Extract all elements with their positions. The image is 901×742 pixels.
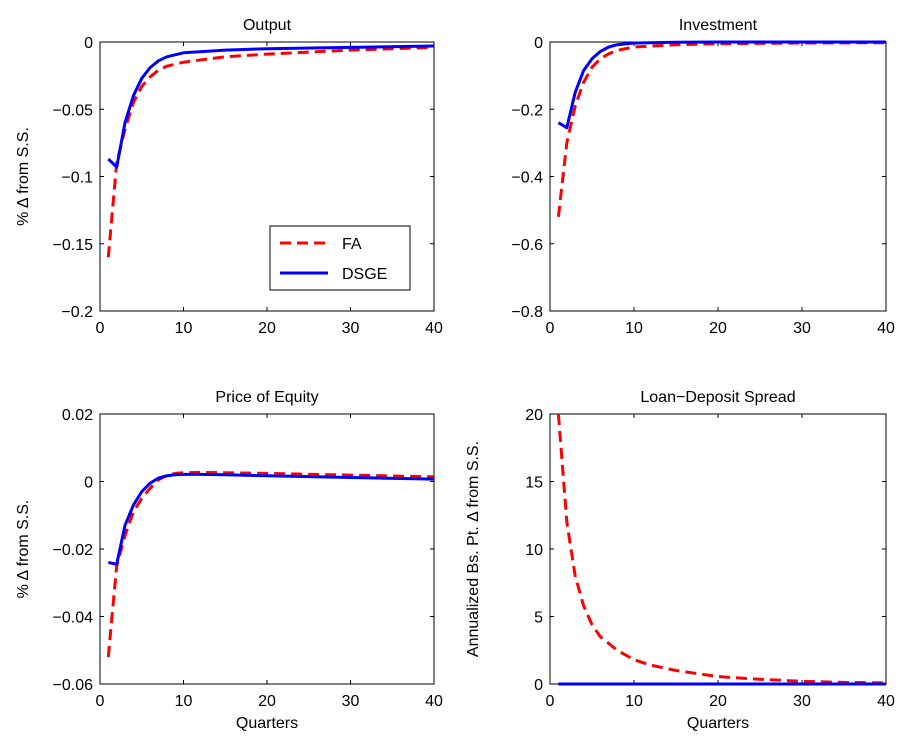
y-tick-label: −0.8 — [511, 304, 543, 321]
x-tick-label: 20 — [709, 320, 727, 337]
y-axis-label: % Δ from S.S. — [15, 500, 32, 599]
x-tick-label: 0 — [96, 320, 105, 337]
panel-price-of-equity: 0 10 20 30 40 −0.06 −0.04 −0.02 0 0.02 Price of Eq… — [15, 389, 443, 732]
panel-output: 0 10 20 30 40 −0.2 −0.15 −0.1 −0.05 0 Output % Δ fr… — [15, 17, 443, 337]
x-tick-label: 30 — [342, 693, 360, 710]
x-axis-label: Quarters — [236, 715, 298, 732]
x-tick-label: 30 — [793, 693, 811, 710]
panel-investment: 0 10 20 30 40 −0.8 −0.6 −0.4 −0.2 0 Investment — [511, 17, 895, 337]
plot-area — [99, 413, 435, 685]
x-tick-label: 30 — [793, 320, 811, 337]
y-tick-label: −0.2 — [511, 102, 543, 119]
y-tick-label: 0 — [84, 35, 93, 52]
x-tick-label: 40 — [877, 693, 895, 710]
series-line-dsge — [107, 44, 434, 169]
y-tick-label: −0.04 — [53, 610, 94, 627]
y-tick-label: −0.4 — [511, 170, 543, 187]
chart-title: Price of Equity — [215, 389, 318, 406]
x-tick-label: 20 — [258, 693, 276, 710]
x-axis-label: Quarters — [687, 715, 749, 732]
x-tick-label: 40 — [425, 693, 443, 710]
legend-label: FA — [342, 236, 362, 253]
x-tick-label: 30 — [342, 320, 360, 337]
x-tick-label: 40 — [877, 320, 895, 337]
legend-box — [269, 225, 411, 291]
x-tick-label: 0 — [546, 693, 555, 710]
legend: FA DSGE — [269, 225, 411, 291]
y-tick-label: −0.02 — [53, 542, 94, 559]
y-tick-label: 0 — [534, 35, 543, 52]
legend-label: DSGE — [342, 266, 387, 283]
y-tick-label: −0.6 — [511, 237, 543, 254]
plot-area — [549, 41, 887, 312]
x-tick-label: 40 — [425, 320, 443, 337]
y-tick-label: −0.2 — [61, 304, 93, 321]
series-line-dsge — [557, 40, 886, 130]
x-tick-label: 0 — [546, 320, 555, 337]
x-tick-label: 10 — [175, 320, 193, 337]
series-line-fa — [556, 41, 886, 217]
chart-title: Loan−Deposit Spread — [640, 389, 795, 406]
y-tick-label: 0 — [534, 677, 543, 694]
plot-area — [549, 413, 887, 685]
panel-loan-deposit-spread: 0 10 20 30 40 0 5 10 15 20 Loan−Deposit Spread Quar… — [465, 389, 895, 732]
y-tick-label: 0.02 — [62, 407, 93, 424]
y-tick-label: 5 — [534, 610, 543, 627]
y-axis-label: % Δ from S.S. — [15, 127, 32, 226]
y-tick-label: −0.05 — [53, 102, 94, 119]
x-tick-label: 10 — [175, 693, 193, 710]
y-tick-label: 15 — [525, 475, 543, 492]
y-axis-label: Annualized Bs. Pt. Δ from S.S. — [465, 441, 482, 657]
chart-title: Output — [243, 17, 292, 34]
y-tick-label: 20 — [525, 407, 543, 424]
y-tick-label: −0.06 — [53, 677, 94, 694]
y-tick-label: 0 — [84, 475, 93, 492]
x-tick-label: 10 — [625, 320, 643, 337]
y-tick-label: 10 — [525, 542, 543, 559]
y-tick-label: −0.15 — [53, 237, 94, 254]
x-tick-label: 10 — [625, 693, 643, 710]
x-tick-label: 0 — [96, 693, 105, 710]
x-tick-label: 20 — [258, 320, 276, 337]
y-tick-label: −0.1 — [61, 170, 93, 187]
x-tick-label: 20 — [709, 693, 727, 710]
chart-title: Investment — [679, 17, 758, 34]
series-line-fa — [556, 413, 886, 685]
series-line-dsge — [108, 472, 434, 566]
